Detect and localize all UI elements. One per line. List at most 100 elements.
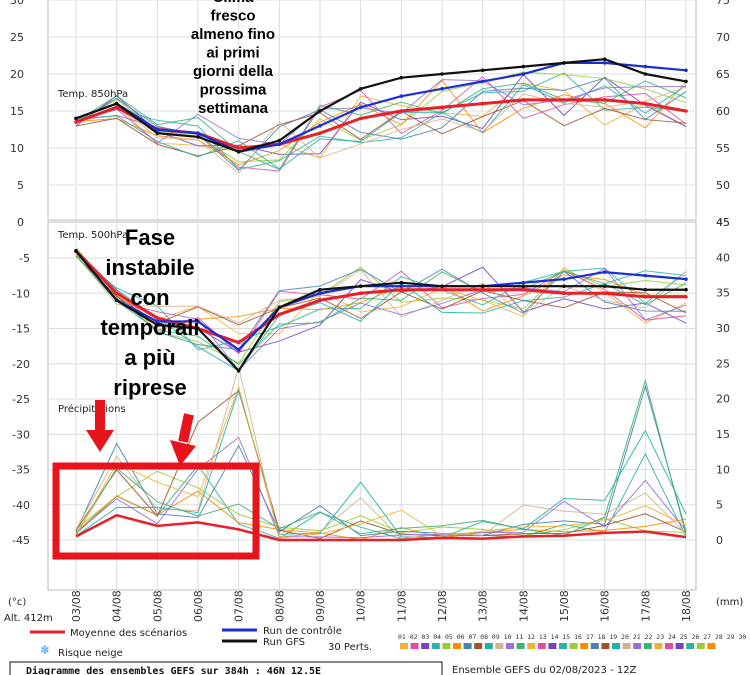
series-point bbox=[399, 94, 404, 98]
y-tick-label: 5 bbox=[17, 179, 24, 192]
annotation-bottom-line: con bbox=[130, 285, 169, 310]
perturbation-swatch bbox=[707, 643, 716, 649]
y-tick-label: 10 bbox=[716, 463, 730, 476]
series-point bbox=[562, 61, 566, 65]
series-point bbox=[480, 284, 485, 289]
series-point bbox=[236, 149, 241, 154]
arrow-right-shaft bbox=[178, 413, 194, 443]
y-tick-label: 55 bbox=[716, 142, 730, 155]
precip-line bbox=[75, 452, 687, 540]
x-tick-label: 18/08 bbox=[680, 590, 693, 622]
series-point bbox=[196, 131, 200, 135]
altitude-label: Alt. 412m bbox=[4, 613, 53, 624]
label-precip: Précipitations bbox=[58, 403, 126, 415]
precip-line bbox=[75, 470, 687, 536]
perturbation-swatch bbox=[400, 643, 408, 649]
perturbation-swatch bbox=[601, 643, 610, 649]
top-left-axis: 0 5 10 15 20 25 30 bbox=[10, 0, 24, 229]
series-point bbox=[399, 284, 404, 289]
annotation-bottom-line: riprese bbox=[113, 375, 186, 400]
perturbation-swatch bbox=[686, 643, 695, 649]
series-point bbox=[684, 109, 688, 113]
arrow-right-head bbox=[170, 440, 196, 466]
precip-line bbox=[75, 436, 687, 539]
x-tick-label: 05/08 bbox=[151, 590, 164, 622]
series-point bbox=[602, 284, 607, 289]
annotation-top-line: Clima bbox=[213, 0, 255, 6]
precip-line bbox=[75, 365, 687, 540]
y-tick-label: 45 bbox=[716, 216, 730, 229]
perturbation-line bbox=[75, 72, 687, 171]
y-tick-label: 5 bbox=[716, 499, 723, 512]
series-line bbox=[75, 250, 686, 373]
series-point bbox=[684, 287, 688, 292]
series-point bbox=[562, 98, 566, 102]
series-point bbox=[114, 291, 119, 296]
series-point bbox=[643, 72, 648, 76]
series-point bbox=[155, 323, 160, 327]
bottom-left-axis: -45 -40 -35 -30 -25 -20 -15 -10 -5 bbox=[12, 252, 30, 547]
footer-left-box bbox=[9, 661, 443, 675]
series-point bbox=[236, 369, 241, 373]
x-tick-label: 06/08 bbox=[192, 590, 205, 622]
unit-left: (°c) bbox=[8, 597, 26, 608]
perturbation-swatch bbox=[643, 643, 652, 649]
series-point bbox=[155, 316, 160, 320]
series-point bbox=[74, 116, 78, 121]
perturbation-swatch bbox=[463, 643, 472, 649]
series-point bbox=[155, 127, 160, 132]
series-point bbox=[277, 142, 282, 147]
perturbation-swatch bbox=[506, 643, 514, 649]
x-tick-label: 08/08 bbox=[273, 590, 286, 622]
perturbation-swatch bbox=[622, 643, 631, 649]
footer-right: Ensemble GEFS du 02/08/2023 - 12Z bbox=[452, 665, 637, 675]
top-main-lines bbox=[74, 57, 688, 154]
series-point bbox=[358, 105, 363, 110]
top-panel: 0 5 10 15 20 25 30 45 50 55 60 65 70 75 Temp. 850hPa bbox=[10, 0, 730, 229]
series-point bbox=[643, 273, 648, 278]
series-point bbox=[643, 101, 648, 106]
series-point bbox=[521, 64, 526, 69]
series-point bbox=[684, 79, 688, 84]
y-tick-label: -45 bbox=[12, 534, 30, 547]
y-tick-label: -30 bbox=[12, 428, 30, 441]
y-tick-label: -25 bbox=[12, 393, 30, 406]
series-point bbox=[358, 116, 363, 121]
series-point bbox=[399, 75, 404, 80]
series-point bbox=[196, 135, 200, 139]
footer: Diagramme des ensembles GEFS sur 384h : … bbox=[9, 661, 637, 675]
footer-left: Diagramme des ensembles GEFS sur 384h : … bbox=[26, 665, 321, 675]
x-tick-label: 17/08 bbox=[639, 590, 652, 622]
perturbation-swatch bbox=[665, 643, 673, 649]
precip-line bbox=[75, 384, 687, 537]
series-point bbox=[399, 109, 404, 113]
series-point bbox=[602, 98, 607, 102]
y-tick-label: 25 bbox=[10, 31, 24, 44]
top-grid bbox=[48, 0, 696, 223]
precipitation-lines bbox=[75, 365, 687, 542]
series-point bbox=[358, 284, 363, 289]
series-point bbox=[643, 64, 648, 69]
y-tick-label: 35 bbox=[716, 287, 730, 300]
series-point bbox=[236, 340, 241, 345]
annotation-top-line: ai primi bbox=[206, 45, 259, 62]
series-point bbox=[602, 61, 607, 65]
series-point bbox=[358, 291, 363, 296]
y-tick-label: -15 bbox=[12, 323, 30, 336]
bottom-right-axis: 0 5 10 15 20 25 30 35 40 45 bbox=[716, 216, 730, 547]
y-tick-label: 70 bbox=[716, 31, 730, 44]
series-point bbox=[562, 291, 566, 296]
perturbation-swatch bbox=[633, 643, 642, 649]
series-point bbox=[521, 280, 526, 285]
y-tick-label: 50 bbox=[716, 179, 730, 192]
perturbation-line bbox=[75, 255, 687, 366]
annotation-top-line: prossima bbox=[200, 82, 267, 99]
legend-gfs-label: Run GFS bbox=[263, 637, 305, 648]
x-tick-label: 10/08 bbox=[355, 590, 368, 622]
perturbation-swatch bbox=[612, 643, 620, 649]
series-point bbox=[440, 284, 444, 289]
series-point bbox=[114, 101, 119, 106]
y-tick-label: -40 bbox=[12, 499, 30, 512]
annotation-bottom-line: instabile bbox=[105, 255, 194, 280]
